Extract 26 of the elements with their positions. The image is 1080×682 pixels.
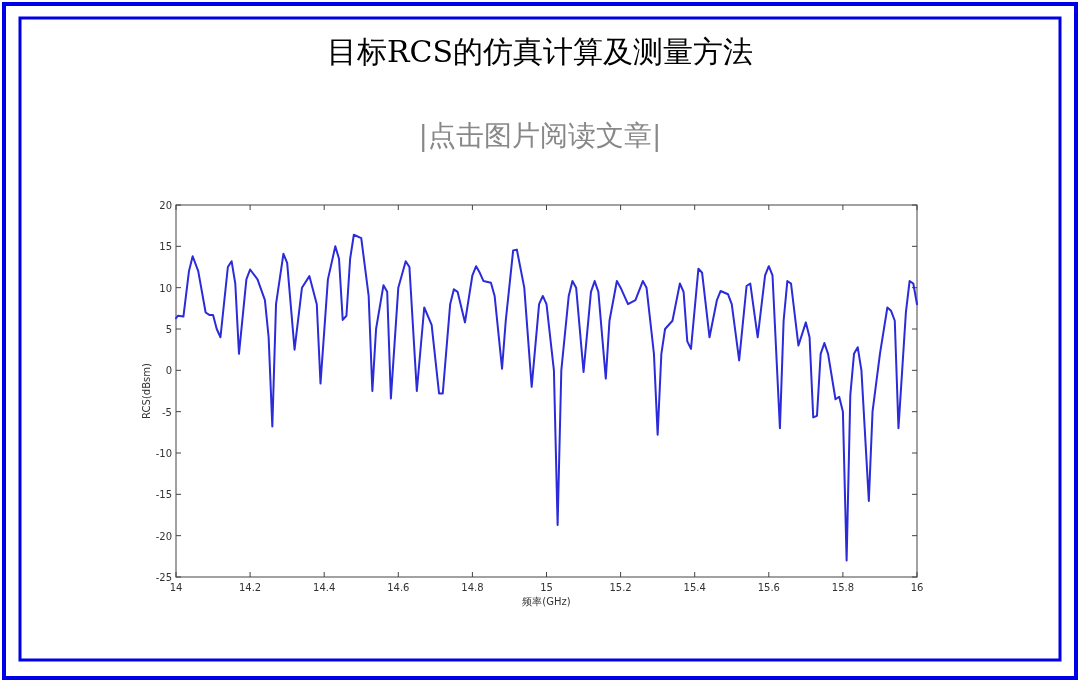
y-tick-label: 10 — [159, 282, 172, 294]
x-axis-title: 频率(GHz) — [522, 596, 571, 607]
y-tick-label: -20 — [155, 530, 172, 542]
x-tick-label: 15.2 — [609, 582, 632, 593]
y-tick-label: 15 — [159, 241, 172, 253]
chart-title: 目标RCS的仿真计算及测量方法 — [326, 34, 754, 69]
y-tick-label: -5 — [162, 406, 172, 418]
x-tick-label: 15.4 — [683, 582, 706, 593]
y-axis-title: RCS(dBsm) — [141, 363, 152, 419]
y-tick-label: -25 — [155, 572, 172, 583]
y-tick-label: 20 — [159, 200, 172, 211]
x-tick-label: 14.6 — [387, 582, 410, 593]
x-tick-label: 15.8 — [831, 582, 855, 593]
chart-subtitle: |点击图片阅读文章| — [418, 119, 662, 152]
line-series — [175, 233, 918, 562]
x-tick-label: 15 — [540, 582, 553, 593]
x-tick-label: 15.6 — [757, 582, 780, 593]
x-tick-label: 14.4 — [313, 582, 336, 593]
x-tick-label: 16 — [910, 582, 924, 593]
y-tick-label: 0 — [165, 365, 172, 377]
y-tick-label: -15 — [155, 489, 172, 501]
y-tick-label: -10 — [155, 448, 172, 459]
y-tick-label: 5 — [165, 324, 172, 335]
x-tick-label: 14.2 — [238, 582, 262, 593]
x-tick-label: 14.8 — [461, 582, 484, 593]
x-tick-label: 14 — [169, 582, 183, 593]
